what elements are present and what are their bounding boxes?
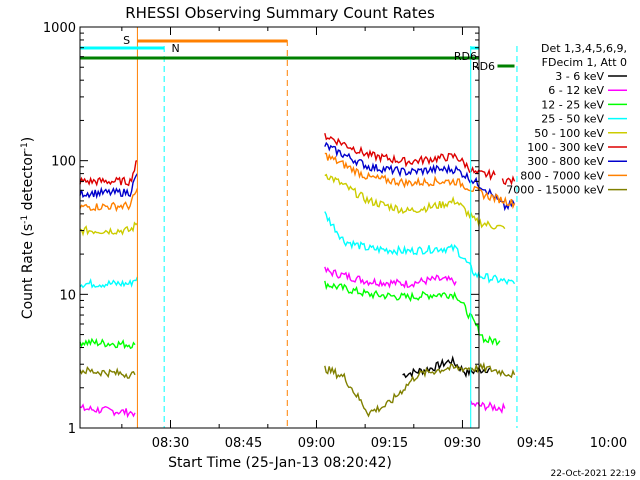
series-line [324, 152, 516, 210]
y-axis-label-part2: detector [20, 151, 36, 215]
chart-title: RHESSI Observing Summary Count Rates [125, 4, 435, 22]
series-line [79, 337, 136, 350]
y-axis-label-sup1: -1 [20, 215, 30, 224]
series-line [79, 188, 139, 213]
y-tick-label: 1000 [43, 21, 76, 36]
x-axis-label: Start Time (25-Jan-13 08:20:42) [168, 455, 392, 471]
x-tick-label: 08:45 [225, 436, 262, 451]
series-line [79, 221, 138, 237]
series-line [324, 211, 516, 286]
series-line [501, 175, 516, 186]
legend-label: 100 - 300 keV [527, 141, 604, 154]
x-tick-label: 09:30 [444, 436, 481, 451]
x-tick-label: 09:00 [298, 436, 335, 451]
legend-label: 800 - 7000 keV [520, 169, 604, 182]
x-tick-label: 08:30 [152, 436, 189, 451]
y-axis-label-sup2: -1 [20, 142, 30, 151]
series-line [324, 361, 516, 418]
x-tick-label: 09:15 [371, 436, 408, 451]
series-line [324, 133, 496, 181]
legend: Det 1,3,4,5,6,9, FDecim 1, Att 0 3 - 6 k… [506, 42, 627, 197]
flag-label: RD6 [454, 50, 477, 63]
legend-label: 7000 - 15000 keV [506, 184, 604, 197]
flag-label: N [171, 42, 179, 55]
legend-label: 3 - 6 keV [555, 70, 604, 83]
y-ticks: 1 10 100 1000 [43, 21, 479, 437]
flag-label: S [123, 34, 130, 47]
series-line [79, 365, 136, 379]
series-line [324, 141, 516, 212]
x-tick-label: 09:45 [517, 436, 554, 451]
legend-label: 6 - 12 keV [548, 84, 604, 97]
series-line [324, 266, 457, 289]
series-line [79, 173, 138, 200]
plot-frame [79, 26, 480, 429]
legend-header-2: FDecim 1, Att 0 [542, 56, 627, 69]
y-tick-label: 10 [59, 288, 76, 303]
x-ticks: 08:30 08:45 09:00 09:15 09:30 09:45 10:00 [121, 27, 627, 451]
legend-header-1: Det 1,3,4,5,6,9, [541, 42, 627, 55]
flag-label: RD6 [472, 60, 495, 73]
series-line [79, 276, 139, 289]
series-line [79, 403, 136, 419]
y-tick-label: 100 [51, 155, 76, 170]
series-line [324, 173, 506, 230]
y-tick-label: 1 [68, 422, 76, 437]
series-line [470, 400, 506, 414]
y-axis-label: Count Rate (s-1 detector-1) [20, 137, 36, 319]
y-axis-label-part1: Count Rate (s [20, 224, 36, 319]
data-layer [79, 133, 516, 419]
x-tick-label: 10:00 [590, 436, 627, 451]
y-axis-label-part3: ) [20, 137, 36, 142]
footer-date: 22-Oct-2021 22:19 [551, 469, 637, 479]
legend-label: 50 - 100 keV [534, 127, 604, 140]
legend-label: 25 - 50 keV [541, 113, 604, 126]
series-line [79, 160, 138, 187]
legend-label: 300 - 800 keV [527, 155, 604, 168]
legend-label: 12 - 25 keV [541, 98, 604, 111]
